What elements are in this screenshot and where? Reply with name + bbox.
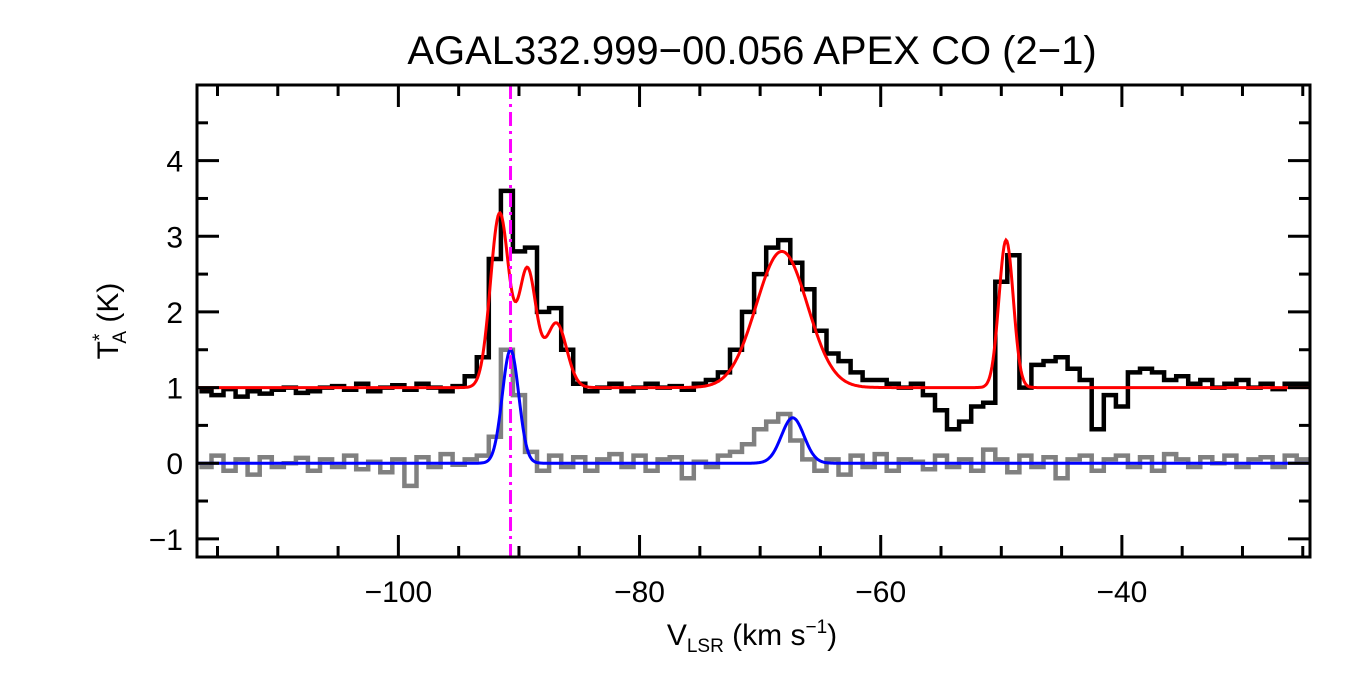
x-tick-label: −40	[1096, 576, 1147, 609]
y-tick-label: 3	[166, 221, 183, 254]
y-label-sub: A	[110, 331, 131, 344]
y-tick-label: 4	[166, 146, 183, 179]
x-label-rest: (km s	[724, 619, 806, 652]
x-label-main: V	[667, 619, 687, 652]
chart-title: AGAL332.999−00.056 APEX CO (2−1)	[407, 29, 1096, 73]
total-fit-line	[197, 210, 1310, 390]
plot-content	[197, 85, 1310, 557]
x-tick-label: −60	[855, 576, 906, 609]
residual-histogram	[199, 347, 1309, 489]
x-tick-label: −80	[614, 576, 665, 609]
y-tick-label: 2	[166, 297, 183, 330]
plot-frame	[195, 83, 1312, 559]
y-tick-label: 1	[166, 373, 183, 406]
x-label-sub: LSR	[687, 636, 724, 657]
y-axis-label: T*A (K)	[90, 283, 131, 360]
x-label-end: )	[827, 619, 837, 652]
y-tick-label: −1	[149, 524, 183, 557]
y-label-main: T	[92, 341, 125, 359]
plot-area	[195, 83, 1312, 559]
y-label-rest: (K)	[92, 283, 125, 331]
x-tick-label: −100	[365, 576, 433, 609]
axis-ticks: −100 −80 −60 −40 −1 0 1 2 3 4	[149, 83, 1310, 609]
y-label-sup: *	[90, 333, 111, 341]
y-tick-label: 0	[166, 448, 183, 481]
x-axis-label: VLSR (km s−1)	[667, 617, 837, 657]
residual-fit-line	[197, 348, 1310, 465]
x-label-sup: −1	[805, 617, 827, 638]
